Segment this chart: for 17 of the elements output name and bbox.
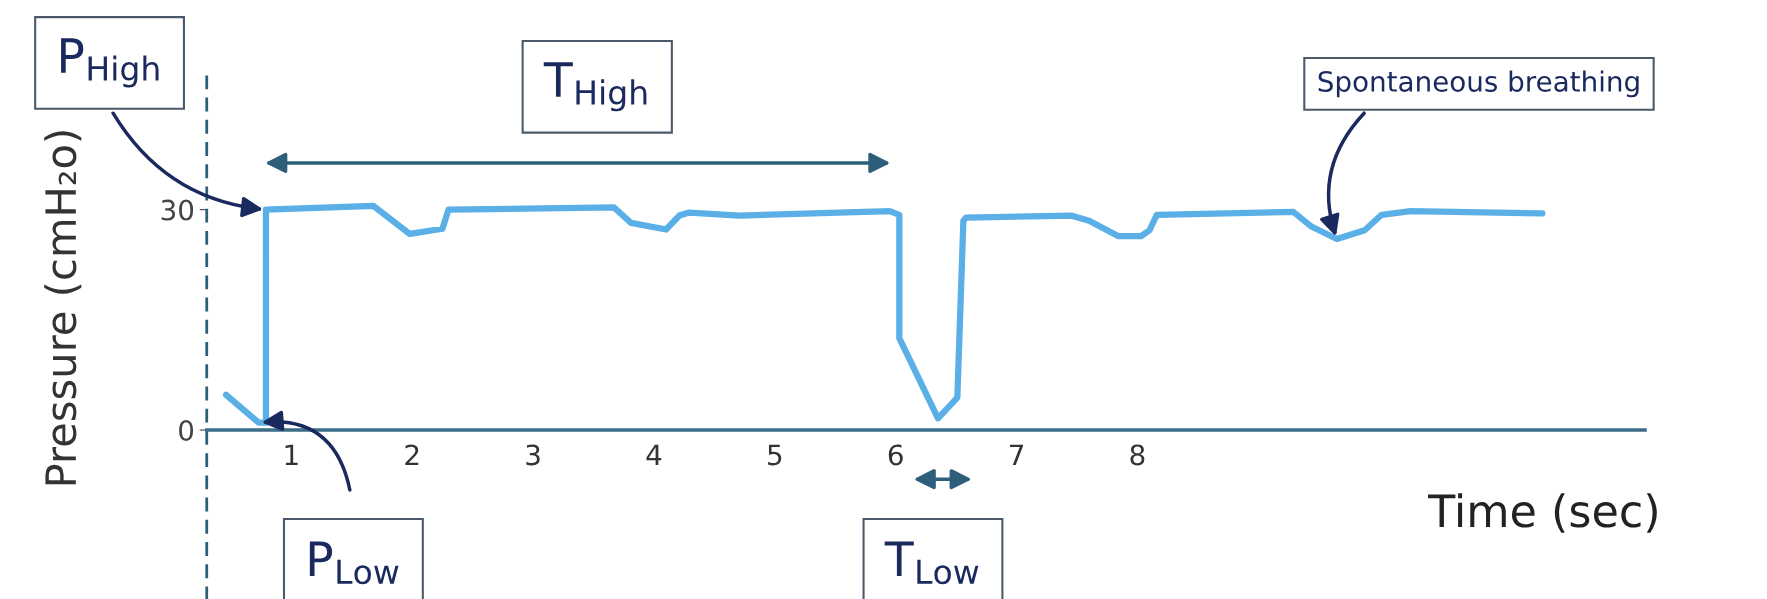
x-tick-label: 4 — [646, 444, 662, 466]
x-tick-label: 5 — [768, 444, 782, 466]
x-tick-label: 3 — [526, 444, 540, 466]
x-tick-label: 2 — [405, 444, 419, 466]
annotation: P$_{High}$ — [61, 38, 159, 88]
y-tick-label: 0 — [179, 419, 194, 441]
x-axis-title: Time (sec) — [1428, 493, 1657, 533]
x-tick-label: 6 — [888, 444, 903, 466]
annotation: Spontaneous breathing — [1318, 70, 1639, 98]
annotation: P$_{Low}$ — [309, 541, 399, 585]
annotation: T$_{Low}$ — [884, 541, 979, 585]
x-tick-label: 8 — [1130, 444, 1145, 466]
y-tick-label: 30 — [161, 199, 194, 221]
x-tick-label: 1 — [285, 444, 298, 466]
annotation: T$_{High}$ — [543, 62, 647, 112]
y-axis-title: Pressure (cmH₂o) — [44, 131, 82, 485]
x-tick-label: 7 — [1010, 444, 1024, 466]
